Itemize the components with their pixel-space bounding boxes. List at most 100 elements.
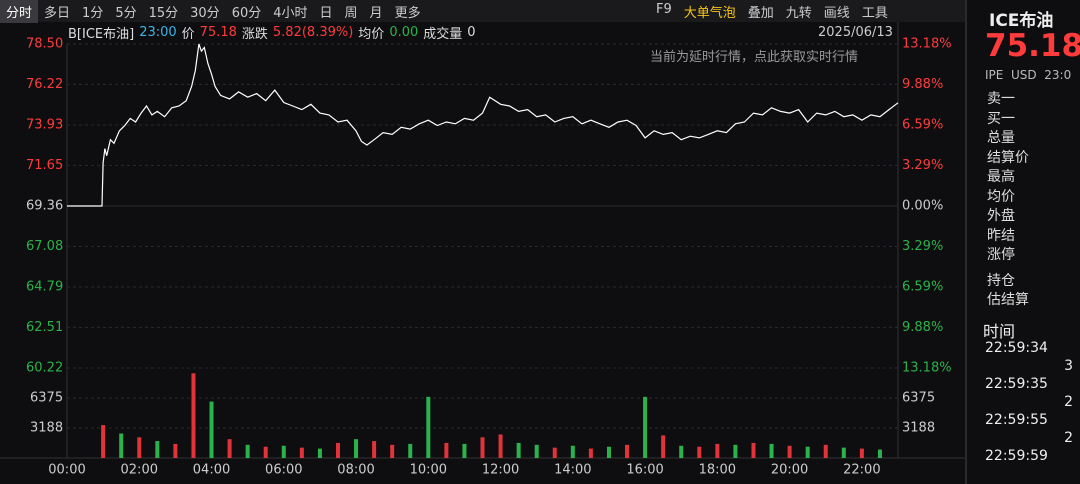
volume-bar <box>335 442 340 458</box>
x-tick-label: 08:00 <box>337 463 374 478</box>
label: 成交量 <box>423 26 463 42</box>
period-tab[interactable]: 分时 <box>0 0 39 23</box>
volume-bar <box>408 443 413 458</box>
volume-bar <box>390 444 395 458</box>
field-label: 估结算 <box>987 292 1029 308</box>
trade-count: 2 <box>1064 430 1073 446</box>
y2-tick-label: 0.00% <box>902 199 943 214</box>
field-label: 最高 <box>987 169 1015 185</box>
field-label: 均价 <box>987 188 1015 205</box>
x-tick-label: 00:00 <box>48 463 85 478</box>
period-tab[interactable]: 更多 <box>394 5 421 21</box>
tool-button[interactable]: 九转 <box>785 5 812 21</box>
field-label: 总量 <box>987 130 1015 146</box>
side-title: ICE布油 <box>989 11 1054 31</box>
volume-bar <box>462 443 467 458</box>
volume-bar <box>625 444 630 458</box>
volume-bar <box>191 373 196 458</box>
y2-tick-label: 3188 <box>902 420 935 435</box>
field-label: 外盘 <box>987 208 1015 224</box>
price: 75.18 <box>199 24 237 40</box>
y2-tick-label: 3.29% <box>902 158 943 173</box>
y-tick-label: 60.22 <box>26 361 63 376</box>
x-tick-label: 18:00 <box>699 463 736 478</box>
field-label: 持仓 <box>987 272 1015 289</box>
x-tick-label: 14:00 <box>554 463 591 478</box>
volume-bar <box>877 449 882 458</box>
tool-button[interactable]: 工具 <box>861 5 888 21</box>
volume: 0 <box>467 24 476 40</box>
volume-bar <box>588 448 593 458</box>
volume-bar <box>823 444 828 458</box>
period-tab[interactable]: 多日 <box>44 5 71 21</box>
x-tick-label: 22:00 <box>843 463 880 478</box>
toolbar: 分时 多日 1分 5分 15分 30分 60分 4小时日周月更多 F9 大单气泡 叠加 九转 画线 工具 <box>0 0 965 23</box>
tool-button[interactable]: F9 <box>656 1 672 17</box>
y2-tick-label: 13.18% <box>902 361 952 376</box>
period-tab[interactable]: 15分 <box>148 5 179 21</box>
y2-tick-label: 6375 <box>902 391 935 406</box>
y-tick-label: 64.79 <box>26 280 63 295</box>
period-tab[interactable]: 4小时 <box>273 5 308 21</box>
volume-bar <box>841 447 846 458</box>
x-tick-label: 16:00 <box>626 463 663 478</box>
y-tick-label: 3188 <box>30 420 63 435</box>
y-tick-label: 6375 <box>30 391 63 406</box>
volume-bar <box>209 401 214 458</box>
y-tick-label: 78.50 <box>26 37 63 52</box>
label: 价 <box>181 26 195 42</box>
trade-time: 22:59:34 <box>985 340 1048 356</box>
volume-bar <box>173 443 178 458</box>
y2-tick-label: 9.88% <box>902 77 943 92</box>
field-label: 涨停 <box>987 247 1015 263</box>
period-tab[interactable]: 月 <box>369 5 383 21</box>
trade-count <box>985 466 1073 484</box>
field-label: 卖一 <box>987 91 1015 107</box>
time-header: 时间 <box>983 322 1016 341</box>
period-tab[interactable]: 60分 <box>231 5 262 21</box>
y-tick-label: 73.93 <box>26 118 63 133</box>
volume-bar <box>354 439 359 458</box>
trade-time: 22:59:59 <box>985 448 1048 464</box>
field-list: 卖一 买一 总量 结算价 最高 均价 外盘 昨结 涨停 持仓 估结算 <box>987 88 1029 309</box>
volume-bar <box>245 444 250 458</box>
volume-bar <box>299 447 304 458</box>
y2-tick-label: 13.18% <box>902 37 952 52</box>
x-tick-label: 20:00 <box>771 463 808 478</box>
symbol: B[ICE布油] <box>68 26 135 42</box>
tool-button[interactable]: 画线 <box>823 5 850 21</box>
period-tab[interactable]: 5分 <box>115 5 137 21</box>
volume-bar <box>317 448 322 458</box>
info-bar: B[ICE布油] 23:00 价 75.18 涨跌 5.82(8.39%) 均价… <box>68 22 476 42</box>
volume-bar <box>715 443 720 458</box>
change: 5.82(8.39%) <box>272 24 354 40</box>
volume-bar <box>643 396 648 458</box>
volume-bar <box>155 441 160 458</box>
period-tab[interactable]: 日 <box>319 5 333 21</box>
volume-bar <box>372 441 377 458</box>
volume-bar <box>227 439 232 458</box>
period-tab[interactable]: 1分 <box>82 5 104 21</box>
volume-bar <box>480 437 485 458</box>
x-tick-label: 02:00 <box>121 463 158 478</box>
volume-bar <box>426 396 431 458</box>
volume-bar <box>859 448 864 458</box>
x-tick-label: 12:00 <box>482 463 519 478</box>
notice[interactable]: 当前为延时行情，点此获取实时行情 <box>650 50 859 65</box>
tool-button[interactable]: 叠加 <box>747 5 774 21</box>
trade-count: 3 <box>1064 358 1073 374</box>
period-tab[interactable]: 30分 <box>190 5 220 21</box>
volume-bar <box>101 425 106 458</box>
tool-button[interactable]: 大单气泡 <box>683 5 736 21</box>
time: 23:00 <box>139 24 177 40</box>
chart: › 78.5076.2273.9371.6569.3667.0864.7962.… <box>0 22 965 478</box>
volume-bar <box>697 446 702 458</box>
field-label: 结算价 <box>987 149 1029 166</box>
y-tick-label: 67.08 <box>26 239 63 254</box>
x-tick-label: 06:00 <box>265 463 302 478</box>
side-subtitle: IPE USD 23:0 <box>985 68 1072 82</box>
avg: 0.00 <box>389 24 419 40</box>
period-tab[interactable]: 周 <box>344 5 358 21</box>
y-tick-label: 71.65 <box>26 158 63 173</box>
